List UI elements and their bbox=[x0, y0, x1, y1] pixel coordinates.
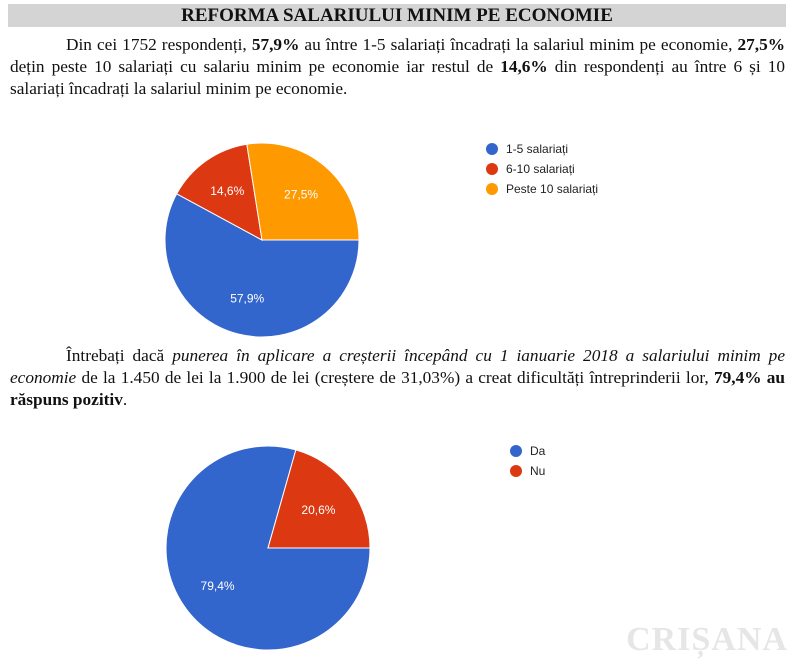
legend-label: Da bbox=[530, 444, 546, 458]
text: Întrebați dacă bbox=[66, 346, 173, 365]
slice-label: 57,9% bbox=[230, 291, 264, 305]
slice-label: 79,4% bbox=[201, 579, 235, 593]
legend-marker bbox=[486, 183, 498, 195]
text: din respondenți au între 6 și 10 salaria… bbox=[10, 57, 785, 98]
legend-label: 6-10 salariați bbox=[506, 162, 575, 176]
legend-label: Nu bbox=[530, 464, 545, 478]
pie-slice-0-2 bbox=[246, 142, 360, 241]
legend-marker bbox=[510, 465, 522, 477]
paragraph-1: Din cei 1752 respondenți, 57,9% au între… bbox=[10, 34, 785, 100]
legend-marker bbox=[486, 143, 498, 155]
bold-text: 27,5% bbox=[737, 35, 785, 54]
bold-text: 57,9% bbox=[251, 35, 300, 54]
italic-text: punerea în aplicare a creșterii începând… bbox=[10, 346, 785, 387]
slice-label: 14,6% bbox=[210, 184, 244, 198]
slice-label: 27,5% bbox=[284, 187, 318, 201]
legend-marker bbox=[510, 445, 522, 457]
legend-marker bbox=[486, 163, 498, 175]
text: dețin peste 10 salariați cu salariu mini… bbox=[10, 57, 501, 76]
pie-slice-0-0 bbox=[164, 193, 360, 338]
legend-label: 1-5 salariați bbox=[506, 142, 568, 156]
bold-text: 79,4% au răspuns pozitiv bbox=[10, 368, 785, 409]
pie-slice-0-1 bbox=[176, 143, 263, 241]
text: Din cei 1752 respondenți, bbox=[66, 35, 252, 54]
slice-label: 20,6% bbox=[301, 503, 335, 517]
page-title: REFORMA SALARIULUI MINIM PE ECONOMIE bbox=[8, 4, 786, 27]
watermark: CRIȘANA bbox=[626, 621, 788, 658]
text: au între 1-5 salariați încadrați la sala… bbox=[299, 35, 738, 54]
text: de la 1.450 de lei la 1.900 de lei (creș… bbox=[76, 368, 714, 387]
text: . bbox=[122, 390, 128, 409]
legend-label: Peste 10 salariați bbox=[506, 182, 598, 196]
bold-text: 14,6% bbox=[500, 57, 548, 76]
paragraph-2: Întrebați dacă punerea în aplicare a cre… bbox=[10, 345, 785, 411]
pie-slice-1-1 bbox=[267, 449, 371, 549]
